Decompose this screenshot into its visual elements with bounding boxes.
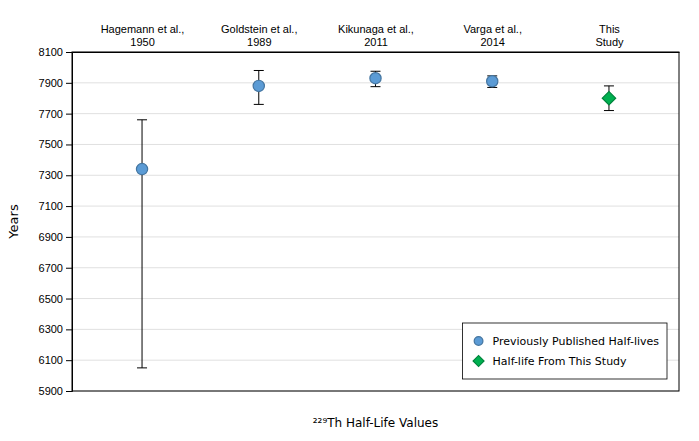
chart: 5900 6100 6300 6500 6700 6900 7100 7300 7500 7700… — [0, 0, 699, 441]
y-axis: 5900 6100 6300 6500 6700 6900 7100 7300 7500 7700… — [39, 46, 73, 397]
y-tick: 7300 — [39, 169, 72, 181]
legend: Previously Published Half-lives Half-life… — [463, 323, 667, 379]
point — [253, 80, 264, 91]
error-bar-cap-lower — [254, 104, 264, 105]
legend-box — [463, 323, 667, 379]
grid-line — [72, 113, 679, 114]
grid-line — [72, 144, 679, 145]
y-tick: 8100 — [39, 46, 72, 58]
y-tick-mark — [66, 83, 72, 84]
x-axis-line — [73, 52, 680, 53]
y-tick-mark — [66, 206, 72, 207]
series — [136, 70, 497, 367]
legend-swatch — [473, 356, 484, 367]
y-tick-mark — [66, 52, 72, 53]
y-tick: 7700 — [39, 108, 72, 120]
legend-label: Previously Published Half-lives — [493, 335, 660, 348]
x-axis: Hagemann et al.,1950 Goldstein et al.,198… — [73, 23, 680, 52]
y-tick-label: 6900 — [39, 231, 63, 243]
y-tick-label: 8100 — [39, 46, 63, 58]
y-tick: 7500 — [39, 138, 72, 150]
y-tick: 7100 — [39, 200, 72, 212]
error-bar — [487, 76, 497, 88]
y-tick-mark — [66, 299, 72, 300]
legend-swatch — [474, 337, 483, 346]
y-tick-mark — [66, 114, 72, 115]
y-tick-mark — [66, 175, 72, 176]
point — [136, 163, 147, 174]
y-axis-line — [66, 53, 73, 392]
x-tick: Goldstein et al.,1989 — [221, 23, 297, 52]
grid-line — [72, 267, 679, 268]
y-tick-mark — [66, 268, 72, 269]
point — [602, 92, 615, 105]
legend-item: Previously Published Half-lives — [474, 335, 659, 348]
y-tick-label: 7900 — [39, 77, 63, 89]
plot: 5900 6100 6300 6500 6700 6900 7100 7300 7500 7700… — [39, 23, 680, 397]
error-bar — [137, 120, 147, 368]
y-tick-label: 7300 — [39, 169, 63, 181]
error-bar-line — [142, 120, 143, 368]
error-bar — [254, 70, 264, 104]
y-tick: 6300 — [39, 323, 72, 335]
error-bar-cap-lower — [137, 367, 147, 368]
y-tick-label: 5900 — [39, 385, 63, 397]
y-tick: 6900 — [39, 231, 72, 243]
error-bar-cap-upper — [137, 119, 147, 120]
x-tick: Varga et al.,2014 — [463, 23, 522, 52]
error-bar-cap-upper — [371, 71, 381, 72]
error-bar-cap-upper — [604, 85, 614, 86]
y-tick-mark — [66, 329, 72, 330]
error-bar — [371, 71, 381, 86]
y-tick-mark — [66, 360, 72, 361]
error-bar-cap-upper — [254, 70, 264, 71]
y-tick-label: 6700 — [39, 262, 63, 274]
grid-line — [72, 206, 679, 207]
y-tick-label: 6300 — [39, 323, 63, 335]
y-tick-mark — [66, 237, 72, 238]
y-tick-label: 7500 — [39, 138, 63, 150]
x-tick: Hagemann et al.,1950 — [101, 23, 185, 52]
point — [370, 73, 381, 84]
category-label: Varga et al.,2014 — [463, 23, 522, 48]
grid-line — [72, 175, 679, 176]
y-axis-title: Years — [6, 204, 21, 240]
category-label: ThisStudy — [595, 23, 624, 48]
grid-line — [72, 298, 679, 299]
series — [602, 86, 615, 111]
x-tick: Kikunaga et al.,2011 — [338, 23, 414, 52]
y-tick: 7900 — [39, 77, 72, 89]
legend-item: Half-life From This Study — [473, 355, 627, 368]
y-tick-label: 7700 — [39, 108, 63, 120]
category-label: Kikunaga et al.,2011 — [338, 23, 414, 48]
y-tick-label: 7100 — [39, 200, 63, 212]
x-axis-title: ²²⁹Th Half-Life Values — [313, 416, 438, 430]
grid-line — [72, 236, 679, 237]
y-tick: 5900 — [39, 385, 72, 397]
y-tick-mark — [66, 144, 72, 145]
plot-frame — [72, 52, 679, 391]
category-label: Goldstein et al.,1989 — [221, 23, 297, 48]
grid — [72, 52, 679, 391]
error-bar-cap-lower — [371, 86, 381, 87]
y-tick-mark — [66, 391, 72, 392]
point — [487, 76, 498, 87]
legend-label: Half-life From This Study — [493, 355, 628, 368]
y-tick-label: 6100 — [39, 354, 63, 366]
y-tick: 6500 — [39, 293, 72, 305]
y-tick: 6700 — [39, 262, 72, 274]
error-bar-cap-lower — [604, 110, 614, 111]
y-tick-label: 6500 — [39, 293, 63, 305]
x-tick: ThisStudy — [595, 23, 624, 52]
category-label: Hagemann et al.,1950 — [101, 23, 185, 48]
y-tick: 6100 — [39, 354, 72, 366]
